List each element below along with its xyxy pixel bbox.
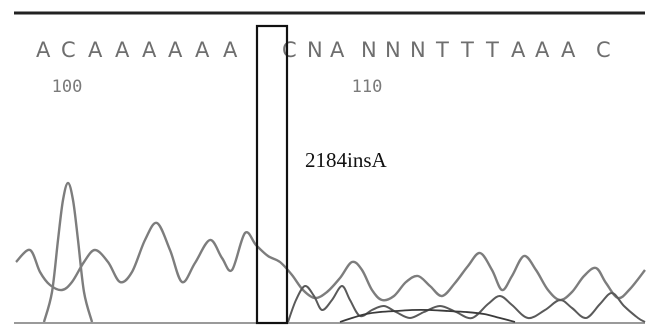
base-call-6: A	[195, 38, 210, 62]
position-labels: 100 110	[52, 77, 383, 97]
base-call-0: A	[36, 38, 51, 62]
base-call-18: A	[535, 38, 550, 62]
trace-secondary	[287, 284, 646, 323]
base-call-10: A	[330, 38, 345, 62]
base-call-2: A	[88, 38, 103, 62]
base-call-4: A	[142, 38, 157, 62]
base-call-15: T	[460, 38, 474, 62]
position-label-0: 100	[52, 77, 83, 97]
base-call-17: A	[511, 38, 526, 62]
base-call-1: C	[61, 38, 76, 62]
trace-tertiary	[339, 308, 516, 323]
mutation-annotation: 2184insA	[305, 148, 388, 172]
base-call-9: N	[307, 38, 323, 62]
trace-main	[15, 221, 646, 302]
trace-peaks	[15, 181, 646, 323]
base-call-16: T	[485, 38, 499, 62]
base-call-5: A	[168, 38, 183, 62]
base-call-20: C	[596, 38, 611, 62]
base-call-13: N	[410, 38, 426, 62]
base-call-11: N	[361, 38, 377, 62]
base-call-19: A	[561, 38, 576, 62]
base-call-8: C	[282, 38, 297, 62]
insertion-highlight-box	[255, 24, 289, 325]
base-call-3: A	[115, 38, 130, 62]
position-label-1: 110	[352, 77, 383, 97]
base-call-12: N	[385, 38, 401, 62]
trace-tall-peak	[42, 181, 94, 323]
base-call-7: A	[223, 38, 238, 62]
base-call-14: T	[435, 38, 449, 62]
